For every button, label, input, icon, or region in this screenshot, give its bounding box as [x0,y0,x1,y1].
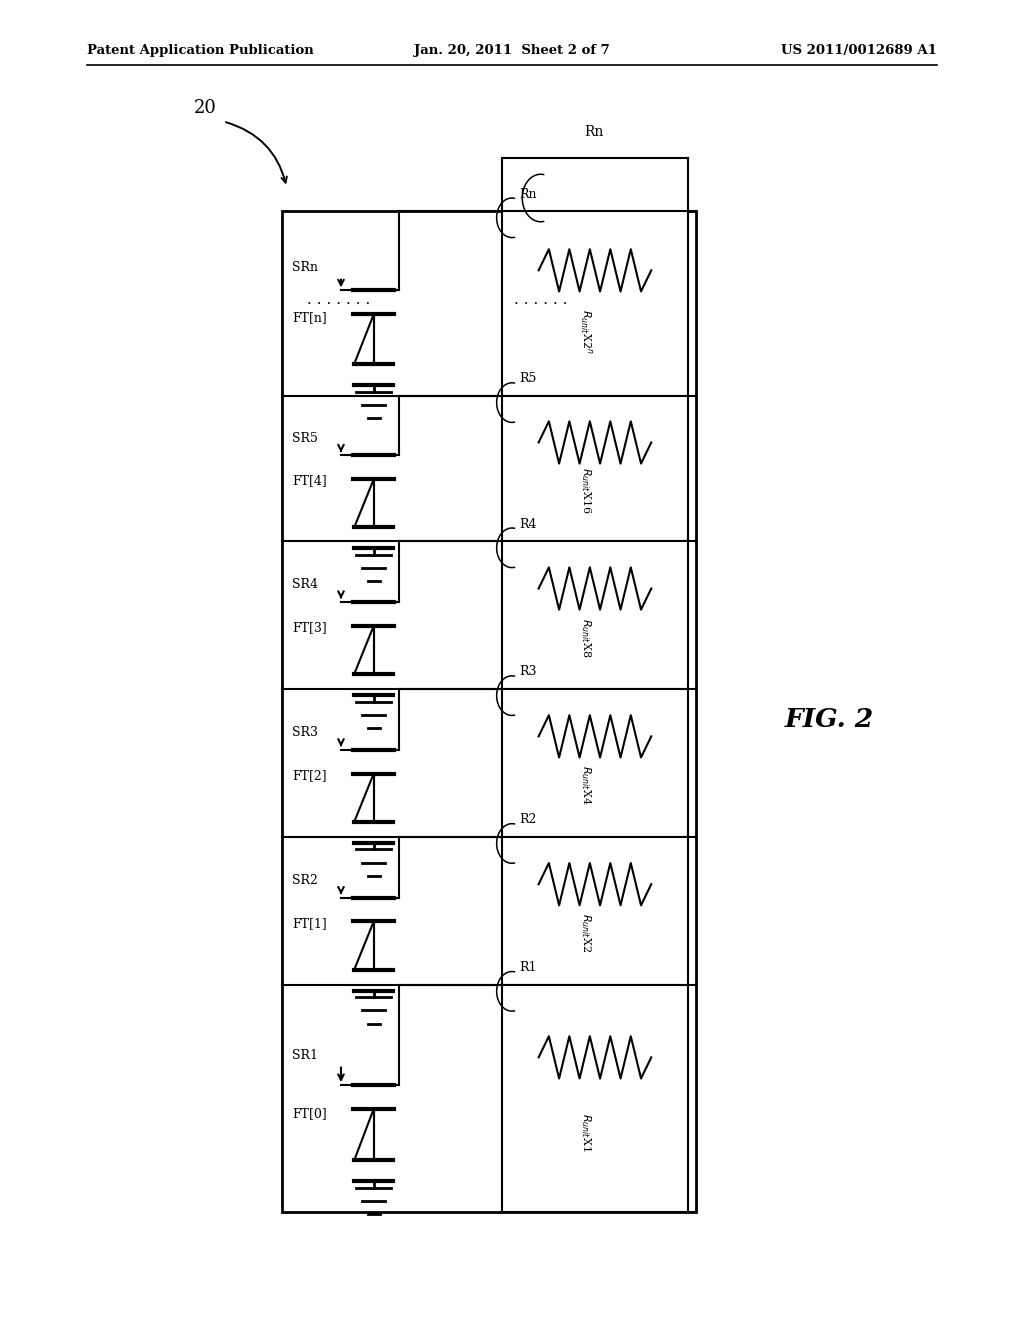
Text: SRn: SRn [292,261,317,275]
Text: $R_{unit}$X4: $R_{unit}$X4 [579,766,593,805]
Text: FT[0]: FT[0] [292,1107,327,1121]
Text: SR2: SR2 [292,874,317,887]
Text: $R_{unit}$X1: $R_{unit}$X1 [579,1113,593,1151]
Text: · · · · · · ·: · · · · · · · [307,297,371,310]
Bar [502,689,688,837]
Bar [502,985,688,1212]
Text: SR5: SR5 [292,433,317,445]
Text: $R_{unit}$X8: $R_{unit}$X8 [579,618,593,657]
Bar [502,211,688,396]
Text: SR4: SR4 [292,578,317,591]
Bar [502,396,688,541]
Text: $R_{unit}$X$2^n$: $R_{unit}$X$2^n$ [578,309,594,354]
Text: FT[n]: FT[n] [292,312,327,323]
Text: 20: 20 [194,99,216,117]
Text: SR1: SR1 [292,1049,317,1061]
Text: SR3: SR3 [292,726,317,739]
Text: $R_{unit}$X2: $R_{unit}$X2 [579,913,593,953]
Text: R1: R1 [519,961,537,974]
Text: R3: R3 [519,665,537,678]
Text: · · · · · ·: · · · · · · [514,297,567,310]
Text: FT[2]: FT[2] [292,768,327,781]
Text: FT[3]: FT[3] [292,620,327,634]
Text: FT[4]: FT[4] [292,474,327,487]
Bar [502,837,688,985]
Text: Rn: Rn [519,187,537,201]
Text: R2: R2 [519,813,537,826]
Bar [282,211,696,1212]
Text: Jan. 20, 2011  Sheet 2 of 7: Jan. 20, 2011 Sheet 2 of 7 [414,44,610,57]
Text: US 2011/0012689 A1: US 2011/0012689 A1 [781,44,937,57]
Text: $R_{unit}$X16: $R_{unit}$X16 [579,467,593,513]
Text: FT[1]: FT[1] [292,916,327,929]
Text: R4: R4 [519,517,537,531]
Text: Rn: Rn [585,124,604,139]
Bar [502,541,688,689]
Text: FIG. 2: FIG. 2 [784,708,874,731]
Text: Patent Application Publication: Patent Application Publication [87,44,313,57]
Text: R5: R5 [519,372,537,385]
